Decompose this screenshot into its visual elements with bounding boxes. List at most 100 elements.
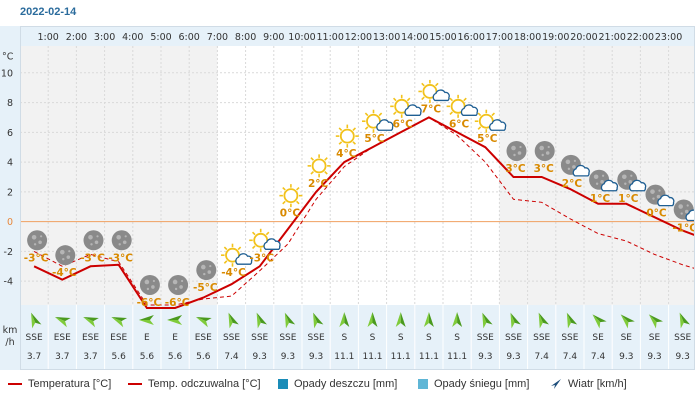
- wind-arrow-icon: [138, 315, 154, 325]
- moon-crater: [547, 145, 550, 149]
- moon-icon: [506, 140, 527, 161]
- hour-label: 4:00: [122, 32, 143, 43]
- moon-crater: [622, 174, 627, 180]
- temperature-label: -6°C: [137, 297, 162, 309]
- cloud-icon: [404, 104, 422, 116]
- moon-crater: [116, 234, 121, 240]
- sun-ray: [310, 170, 315, 175]
- wind-direction-label: S: [370, 333, 376, 343]
- moon-crater: [90, 243, 93, 246]
- wind-arrow-icon: [452, 312, 463, 327]
- wind-speed-label: 9.3: [309, 352, 323, 362]
- wind-arrow-icon: [551, 379, 561, 389]
- wind-speed-label: 9.3: [281, 352, 295, 362]
- moon-crater: [513, 153, 516, 157]
- forecast-chart: 1:00 2:00 3:00 4:00 5:00 6:00 7:00 8:00 9:00 10:0…: [0, 26, 695, 370]
- legend: Temperatura [°C] Temp. odczuwalna [°C] O…: [0, 371, 695, 397]
- moon-crater: [124, 235, 127, 238]
- sun-ray: [421, 96, 425, 101]
- sun-icon: [311, 158, 327, 174]
- moon-crater: [652, 197, 655, 200]
- wind-speed-label: 3.7: [83, 352, 97, 362]
- wind-speed-label: 7.4: [535, 352, 550, 362]
- moon-crater: [179, 285, 183, 289]
- wind-speed-label: 9.3: [619, 352, 633, 362]
- sun-ray: [223, 260, 228, 264]
- wind-direction-label: SE: [649, 333, 661, 343]
- sun-ray: [449, 97, 454, 102]
- hour-label: 18:00: [514, 32, 541, 43]
- wind-speed-label: 9.3: [478, 352, 492, 362]
- wind-direction-label: ESE: [54, 333, 71, 343]
- moon-crater: [511, 145, 516, 151]
- moon-crater: [207, 270, 212, 274]
- legend-temperature[interactable]: Temperatura [°C]: [8, 378, 111, 390]
- temperature-label: 3°C: [505, 163, 526, 175]
- temperature-label: 0°C: [646, 208, 667, 220]
- cloud-icon: [685, 209, 695, 222]
- moon-crater: [118, 243, 121, 246]
- temperature-label: 1°C: [618, 193, 639, 205]
- y-tick-label: 2: [7, 187, 13, 198]
- hour-label: 21:00: [599, 32, 626, 43]
- wind-direction-label: S: [426, 333, 432, 343]
- moon-crater: [151, 285, 155, 289]
- moon-crater: [567, 167, 571, 171]
- wind-direction-label: E: [172, 333, 178, 343]
- moon-crater: [122, 240, 127, 245]
- sun-ray: [393, 111, 397, 116]
- wind-speed-label: 11.1: [447, 352, 467, 362]
- rain-square-icon: [278, 379, 288, 389]
- sun-ray: [463, 97, 467, 102]
- temperature-label: 5°C: [477, 133, 498, 145]
- temperature-label: -3°C: [249, 252, 274, 264]
- temperature-label: -3°C: [108, 252, 133, 264]
- sun-ray: [265, 231, 270, 236]
- legend-feels-like[interactable]: Temp. odczuwalna [°C]: [128, 378, 261, 390]
- y-unit-label: °C: [2, 51, 14, 62]
- moon-crater: [678, 204, 683, 209]
- wind-direction-label: SSE: [505, 333, 522, 343]
- wind-direction-label: SSE: [251, 333, 268, 343]
- moon-crater: [152, 279, 155, 283]
- moon-crater: [572, 165, 576, 169]
- snow-square-icon: [418, 379, 428, 389]
- legend-snow[interactable]: Opady śniegu [mm]: [418, 378, 529, 390]
- legend-rain[interactable]: Opady deszczu [mm]: [278, 378, 397, 390]
- wind-arrow-icon: [339, 312, 350, 327]
- wind-direction-label: SSE: [533, 333, 550, 343]
- moon-crater: [595, 182, 599, 185]
- moon-crater: [684, 209, 689, 214]
- moon-crater: [539, 145, 544, 151]
- cloud-icon: [600, 179, 619, 192]
- moon-crater: [541, 153, 544, 157]
- wind-speed-label: 5.6: [168, 352, 183, 362]
- temperature-label: -6°C: [165, 297, 190, 309]
- sun-ray: [491, 112, 495, 117]
- feels-like-line-icon: [128, 383, 142, 385]
- hour-label: 8:00: [235, 32, 256, 43]
- moon-crater: [602, 174, 605, 177]
- temperature-label: 5°C: [364, 133, 385, 145]
- temperature-label: 0°C: [280, 208, 301, 220]
- wind-direction-label: ESE: [110, 333, 127, 343]
- moon-crater: [62, 257, 65, 261]
- moon-crater: [201, 264, 206, 270]
- legend-wind[interactable]: Wiatr [km/h]: [550, 378, 627, 390]
- legend-wind-label: Wiatr [km/h]: [568, 378, 627, 390]
- moon-crater: [686, 204, 689, 207]
- wind-direction-label: SSE: [477, 333, 494, 343]
- moon-crater: [38, 240, 42, 245]
- wind-arrow-icon: [620, 314, 635, 329]
- wind-speed-label: 11.1: [334, 352, 354, 362]
- wind-direction-label: SSE: [26, 333, 43, 343]
- sun-ray: [378, 112, 383, 117]
- forecast-date: 2022-02-14: [20, 6, 77, 18]
- moon-icon: [168, 274, 189, 295]
- moon-crater: [593, 174, 599, 180]
- hour-label: 14:00: [401, 32, 428, 43]
- moon-icon: [111, 230, 132, 251]
- wind-direction-label: SSE: [223, 333, 240, 343]
- wind-speed-label: 5.6: [140, 352, 155, 362]
